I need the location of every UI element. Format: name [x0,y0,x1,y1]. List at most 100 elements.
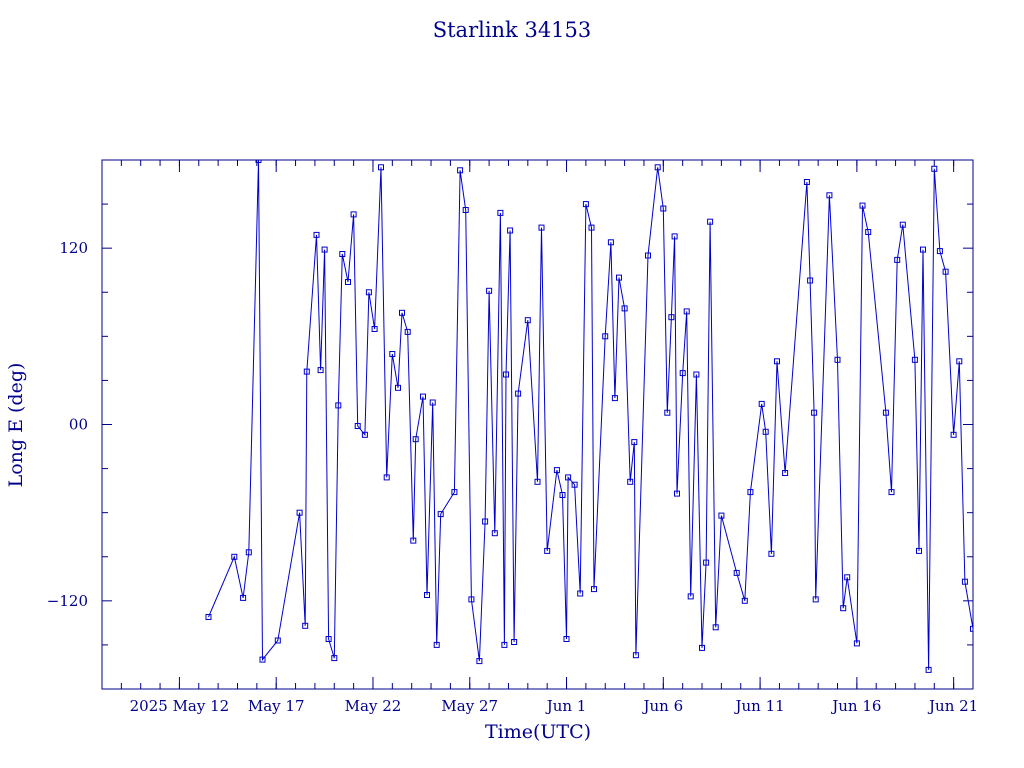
data-point [544,547,551,554]
data-point [331,655,338,662]
data-point [410,537,417,544]
data-point [482,518,489,525]
x-tick-label: Jun 21 [927,697,978,715]
data-point [733,569,740,576]
data-point [259,656,266,663]
data-point [664,409,671,416]
data-point [437,511,444,518]
data-point [350,211,357,218]
data-point [538,224,545,231]
data-point [317,367,324,374]
data-point [371,326,378,332]
data-point [683,308,690,315]
data-point [894,256,901,263]
data-point [424,592,430,598]
x-tick-label: May 17 [248,697,305,715]
data-point [654,164,661,171]
data-point [920,246,926,253]
data-point [621,305,628,312]
data-point [645,252,651,259]
data-point [956,358,963,365]
data-point [245,549,252,556]
data-point [383,474,390,481]
data-point [942,268,949,275]
data-point [313,231,320,238]
data-point [497,209,504,216]
data-point [975,525,980,530]
x-tick-label: Jun 16 [830,697,881,715]
data-point [812,596,819,603]
y-tick-label: 120 [59,239,88,257]
data-point [911,356,918,363]
data-point [888,489,895,496]
chart-title: Starlink 34153 [433,18,592,42]
y-tick-label: 00 [69,416,88,434]
data-point [565,474,572,481]
data-point [420,393,426,400]
data-point [404,328,411,335]
data-point [616,274,622,281]
data-point [712,624,719,631]
data-point [602,333,609,340]
data-point [240,594,247,601]
data-point [389,351,396,357]
data-point [468,596,475,603]
data-point [950,431,957,438]
data-point [511,639,518,645]
data-point [660,205,667,212]
data-point [503,371,509,378]
data-point [339,251,346,257]
data-point [882,409,889,416]
x-axis-label: Time(UTC) [485,721,591,743]
data-point [632,652,639,659]
data-point [335,402,342,409]
data-point [321,246,328,253]
data-point [591,586,597,593]
data-point [524,317,531,324]
data-point [916,547,922,554]
x-axis-ticks: 2025 May 12 May 17 May 22 May 27 Jun 1 Jun 6 J… [120,160,978,715]
data-point [451,489,458,496]
data-point [747,489,754,496]
data-point [718,512,725,519]
data-point [231,553,238,560]
data-point [571,481,578,488]
data-point [559,492,566,498]
data-point [462,207,469,213]
data-point [840,605,847,612]
data-point [302,622,309,629]
data-point [853,640,860,647]
data-point [361,431,368,438]
data-point [395,384,401,391]
y-axis-ticks: −120 00 120 [47,203,973,646]
data-point [807,277,814,284]
data-point [707,218,714,225]
data-point [365,289,372,296]
data-point [859,202,866,209]
data-point [899,221,906,228]
data-point [274,637,281,644]
data-point [758,400,765,407]
series-marker-group [205,160,980,673]
plot-area [205,160,980,673]
data-point [255,160,262,163]
data-point [834,356,841,363]
y-tick-label: −120 [47,592,88,610]
series-line [208,160,973,670]
data-point [507,227,514,234]
data-point [970,625,973,632]
data-point [412,436,419,443]
data-point [399,309,405,316]
data-point [515,390,522,397]
data-point [563,636,570,642]
data-point [205,614,212,620]
data-point [607,239,614,246]
data-point [631,439,638,446]
y-axis-label: Long E (deg) [5,363,27,488]
series-line-group [208,160,973,670]
data-point [803,179,810,185]
data-point [931,165,938,172]
data-point [491,530,498,537]
data-point [534,478,541,485]
